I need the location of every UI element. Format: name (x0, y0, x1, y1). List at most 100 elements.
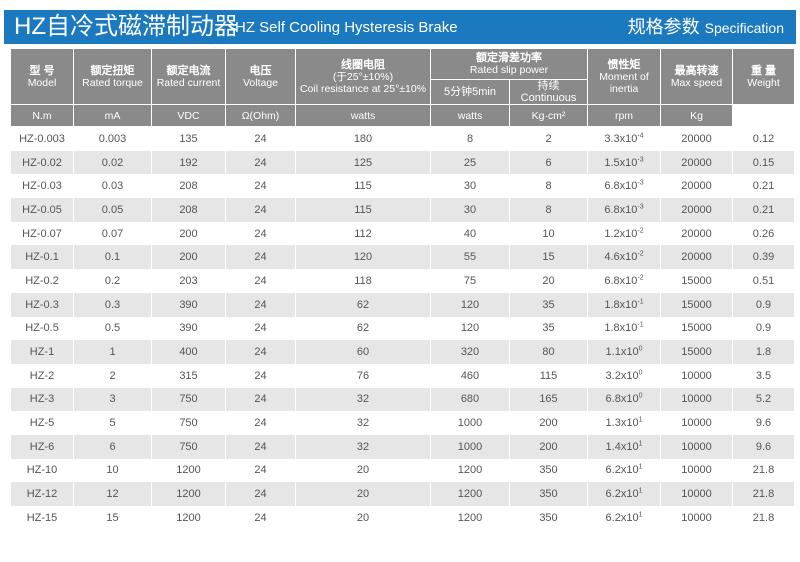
cell-model: HZ-5 (10, 411, 74, 435)
cell-slip-5min: 25 (430, 150, 510, 175)
header-slip-5min: 5分钟5min (430, 79, 510, 105)
cell-voltage: 24 (225, 126, 296, 151)
cell-torque: 0.02 (73, 150, 152, 175)
inertia-mantissa: 1.2x10 (604, 227, 638, 240)
inertia-mantissa: 1.1x10 (605, 346, 639, 359)
inertia-exponent: 1 (638, 463, 643, 471)
inertia-exponent: -2 (637, 226, 644, 234)
spec-label: 规格参数 Specification (628, 14, 784, 42)
cell-inertia: 1.2x10-2 (587, 221, 661, 246)
cell-current: 1200 (151, 458, 226, 483)
cell-torque: 1 (73, 340, 152, 364)
cell-torque: 0.3 (73, 292, 152, 317)
cell-slip-5min: 8 (430, 126, 510, 151)
cell-current: 200 (151, 221, 226, 246)
cell-torque: 0.05 (73, 198, 152, 222)
inertia-exponent: -1 (637, 298, 644, 305)
cell-resistance: 62 (295, 316, 431, 341)
cell-current: 750 (151, 434, 226, 459)
cell-slip-5min: 1000 (430, 411, 510, 435)
cell-current: 135 (151, 126, 226, 151)
cell-model: HZ-12 (10, 482, 74, 506)
inertia-mantissa: 1.4x10 (605, 440, 639, 453)
cell-slip-5min: 1000 (430, 434, 510, 459)
cell-voltage: 24 (225, 506, 296, 530)
table-row: HZ-0.1 0.1 200 24 120 55 15 4.6x10-2 20000 0.39 (10, 245, 795, 270)
inertia-mantissa: 3.3x10 (604, 132, 638, 145)
header-voltage: 电压 Voltage (225, 48, 296, 105)
inertia-mantissa: 4.6x10 (604, 251, 638, 264)
cell-current: 1200 (151, 482, 226, 506)
cell-speed: 15000 (660, 340, 733, 364)
cell-weight: 21.8 (732, 482, 795, 506)
unit-resistance: Ω(Ohm) (225, 104, 296, 127)
inertia-mantissa: 6.8x10 (605, 393, 639, 406)
table-row: HZ-12 12 1200 24 20 1200 350 6.2x101 10000 21.8 (10, 482, 795, 506)
cell-weight: 0.21 (732, 198, 795, 222)
cell-current: 203 (151, 269, 226, 293)
cell-inertia: 1.8x10-1 (587, 316, 661, 341)
cell-model: HZ-3 (10, 387, 74, 412)
cell-torque: 0.03 (73, 174, 152, 199)
cell-current: 1200 (151, 506, 226, 530)
cell-model: HZ-0.1 (10, 245, 74, 270)
cell-weight: 0.15 (732, 150, 795, 175)
cell-weight: 1.8 (732, 340, 795, 364)
header-max-speed: 最高转速 Max speed (660, 48, 733, 105)
cell-speed: 20000 (660, 198, 733, 222)
title-chinese: HZ自冷式磁滞制动器 (14, 13, 238, 40)
cell-inertia: 6.8x100 (587, 387, 661, 412)
inertia-exponent: 1 (638, 511, 643, 519)
cell-speed: 15000 (660, 292, 733, 317)
cell-resistance: 60 (295, 340, 431, 364)
cell-current: 315 (151, 363, 226, 388)
cell-model: HZ-0.05 (10, 198, 74, 222)
cell-inertia: 1.3x101 (587, 411, 661, 435)
inertia-mantissa: 6.2x10 (605, 464, 639, 477)
cell-slip-5min: 120 (430, 292, 510, 317)
cell-speed: 20000 (660, 221, 733, 246)
cell-current: 750 (151, 387, 226, 412)
cell-inertia: 1.4x101 (587, 434, 661, 459)
cell-slip-5min: 1200 (430, 506, 510, 530)
unit-slip-5min: watts (295, 104, 431, 127)
inertia-mantissa: 1.8x10 (604, 322, 638, 335)
cell-weight: 0.9 (732, 292, 795, 317)
cell-slip-5min: 30 (430, 198, 510, 222)
cell-resistance: 32 (295, 434, 431, 459)
cell-model: HZ-0.02 (10, 150, 74, 175)
cell-inertia: 6.2x101 (587, 458, 661, 483)
header-moment-of-inertia: 惯性矩 Moment of inertia (587, 48, 661, 105)
cell-resistance: 20 (295, 506, 431, 530)
cell-torque: 0.07 (73, 221, 152, 246)
cell-speed: 10000 (660, 434, 733, 459)
cell-slip-continuous: 35 (509, 316, 588, 341)
cell-slip-continuous: 2 (509, 126, 588, 151)
unit-voltage: VDC (151, 104, 226, 127)
unit-torque: N.m (10, 104, 74, 127)
cell-voltage: 24 (225, 434, 296, 459)
header-rated-slip-power: 额定滑差功率 Rated slip power (430, 48, 588, 80)
cell-slip-continuous: 350 (509, 506, 588, 530)
cell-torque: 5 (73, 411, 152, 435)
specification-table: 型 号 Model 额定扭矩 Rated torque 额定电流 Rated curr… (10, 48, 795, 530)
inertia-mantissa: 6.8x10 (604, 180, 638, 193)
cell-voltage: 24 (225, 316, 296, 341)
cell-slip-continuous: 350 (509, 482, 588, 506)
cell-current: 390 (151, 292, 226, 317)
cell-slip-continuous: 35 (509, 292, 588, 317)
inertia-exponent: -3 (637, 179, 644, 187)
header-rated-torque: 额定扭矩 Rated torque (73, 48, 152, 105)
cell-inertia: 6.8x10-3 (587, 198, 661, 222)
inertia-exponent: 0 (638, 392, 643, 400)
cell-torque: 2 (73, 363, 152, 388)
inertia-exponent: -2 (637, 274, 644, 282)
cell-voltage: 24 (225, 245, 296, 270)
unit-speed: rpm (587, 104, 661, 127)
table-row: HZ-0.02 0.02 192 24 125 25 6 1.5x10-3 20000 0.15 (10, 150, 795, 175)
inertia-mantissa: 1.3x10 (605, 417, 639, 430)
cell-slip-continuous: 8 (509, 174, 588, 199)
cell-slip-continuous: 350 (509, 458, 588, 483)
cell-voltage: 24 (225, 458, 296, 483)
cell-slip-continuous: 6 (509, 150, 588, 175)
